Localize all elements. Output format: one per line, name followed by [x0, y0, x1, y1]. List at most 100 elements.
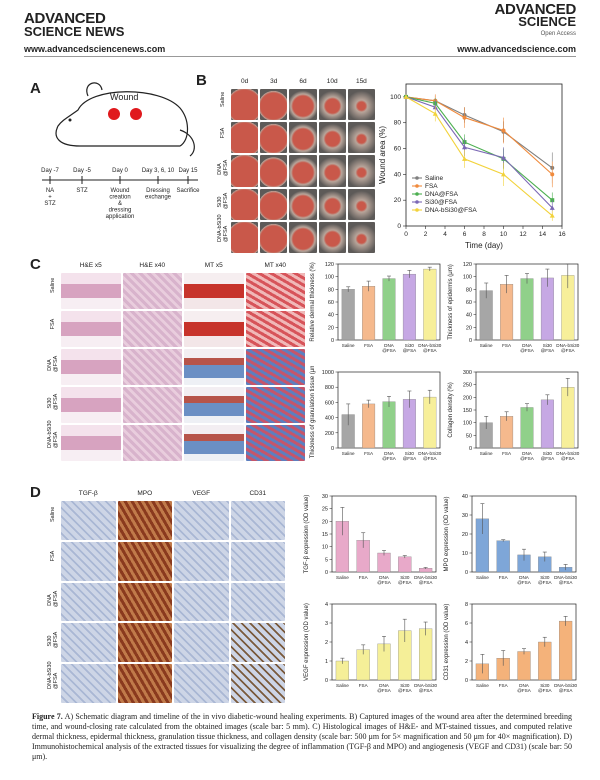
- y-tick-label: 30: [462, 513, 468, 519]
- x-tick-label: DNA-bSi30 @FSA: [414, 683, 437, 693]
- panel-d-column-label: MPO: [137, 490, 153, 497]
- y-axis-label: Relative dermal thickness (%): [310, 262, 316, 341]
- mpo-expression-chart: 0 10 20 30 40 Saline FSA DNA @FSA Si30 @FSADNA-bSi…: [444, 494, 578, 585]
- y-tick-label: 800: [325, 385, 334, 391]
- granulation-thickness-chart: 0 200 400 600 800 1000 Saline FSA DNA @FSA Si30 @FS…: [310, 366, 442, 461]
- header-rule: [24, 56, 576, 57]
- x-tick-label: Si30 @FSA: [538, 575, 553, 585]
- panel-b-image-cell: [318, 89, 346, 121]
- data-point: [462, 115, 467, 120]
- panel-letter-d: D: [30, 484, 41, 501]
- y-tick-label: 60: [328, 300, 334, 306]
- y-tick-label: 150: [463, 408, 472, 414]
- bar: [423, 396, 437, 449]
- y-tick-label: 15: [322, 532, 328, 538]
- x-tick-label: DNA-bSi30 @FSA: [556, 343, 579, 353]
- x-tick-label: DNA @FSA: [520, 451, 535, 461]
- data-point: [403, 94, 409, 99]
- x-tick-label: DNA @FSA: [377, 683, 392, 693]
- mouse-eye: [68, 118, 72, 122]
- logo-right-line1: ADVANCED: [494, 1, 577, 18]
- panel-b-image-cell: [289, 188, 317, 220]
- bar: [398, 556, 412, 573]
- y-tick-label: 100: [390, 94, 401, 101]
- y-tick-label: 120: [325, 262, 334, 268]
- x-tick-label: DNA-bSi30 @FSA: [556, 451, 579, 461]
- timeline-event-label: STZ: [76, 188, 88, 194]
- left-url[interactable]: www.advancedsciencenews.com: [24, 44, 166, 54]
- timeline-day-label: Day 0: [112, 168, 128, 174]
- panel-d-column-label: VEGF: [192, 490, 211, 497]
- panel-c-image-cell: [61, 273, 121, 309]
- panel-b-image-cell: [347, 188, 375, 220]
- x-tick-label: FSA: [359, 683, 369, 688]
- panel-b-image-cell: [289, 89, 317, 121]
- x-tick-label: Si30 @FSA: [403, 451, 418, 461]
- y-tick-label: 1: [325, 659, 328, 665]
- x-tick-label: DNA-bSi30 @FSA: [554, 683, 577, 693]
- bar: [540, 277, 554, 341]
- y-tick-label: 60: [394, 146, 402, 153]
- y-tick-label: 300: [463, 370, 472, 376]
- panel-c-image-cell: [245, 349, 305, 385]
- bar: [520, 407, 534, 449]
- bar: [517, 651, 531, 681]
- y-tick-label: 40: [394, 171, 402, 178]
- x-tick-label: FSA: [499, 683, 509, 688]
- bar: [540, 399, 554, 449]
- y-tick-label: 40: [466, 313, 472, 319]
- panel-d-image-grid: TGF-β MPO VEGF CD31 Saline FSA DNA @FSA Si30 @F…: [46, 490, 286, 704]
- y-tick-label: 200: [325, 431, 334, 437]
- panel-c-column-label: MT x5: [204, 262, 223, 269]
- y-tick-label: 2: [325, 640, 328, 646]
- y-tick-label: 0: [325, 678, 328, 684]
- y-tick-label: 20: [328, 325, 334, 331]
- y-tick-label: 10: [322, 545, 328, 551]
- panel-d-row-label: Si30 @FSA: [47, 631, 59, 648]
- bar: [496, 540, 510, 573]
- panel-b-column-label: 6d: [299, 78, 307, 85]
- panel-c-image-cell: [245, 311, 305, 347]
- timeline-event-label: Dressing exchange: [145, 188, 172, 201]
- y-tick-label: 400: [325, 416, 334, 422]
- panel-b-image-cell: [231, 89, 259, 121]
- logo-right-line3: Open Access: [540, 31, 576, 37]
- x-tick-label: 6: [463, 231, 467, 238]
- y-tick-label: 0: [331, 338, 334, 344]
- figure-number: Figure 7.: [32, 712, 63, 721]
- panel-d-row-label: DNA @FSA: [47, 590, 59, 607]
- panel-d-row-label: Saline: [50, 507, 56, 523]
- y-tick-label: 100: [325, 275, 334, 281]
- panel-b-image-cell: [289, 155, 317, 187]
- legend-label: DNA@FSA: [425, 191, 459, 198]
- mouse-tail: [179, 129, 195, 157]
- panel-d-image-cell: [230, 664, 285, 703]
- panel-c-image-cell: [245, 273, 305, 309]
- x-tick-label: Saline: [336, 575, 349, 580]
- panel-c-image-cell: [122, 349, 182, 385]
- y-axis-label: VEGF expression (OD value): [304, 603, 310, 681]
- caption-text: A) Schematic diagram and timeline of the…: [32, 712, 573, 761]
- wound-area-chart: 0 2 4 6 8 10 12 14 16 0 20 40 60 80 100 Time (day) Wound…: [378, 83, 566, 250]
- panel-b-image-cell: [260, 89, 288, 121]
- x-tick-label: DNA-bSi30 @FSA: [418, 451, 441, 461]
- timeline-day-label: Day -5: [73, 168, 91, 174]
- panel-c-image-cell: [61, 349, 121, 385]
- bar: [423, 268, 437, 341]
- x-tick-label: Si30 @FSA: [398, 575, 413, 585]
- bar: [419, 628, 433, 681]
- panel-b-image-cell: [289, 122, 317, 154]
- journal-logo-right: ADVANCED SCIENCE Open Access: [494, 1, 577, 40]
- x-tick-label: DNA @FSA: [382, 343, 397, 353]
- timeline-event-label: Wound creation & dressing application: [106, 188, 135, 220]
- x-tick-label: FSA: [359, 575, 369, 580]
- y-tick-label: 80: [328, 287, 334, 293]
- y-tick-label: 30: [322, 494, 328, 500]
- panel-c-column-label: H&E x5: [79, 262, 102, 269]
- panel-b-row-label: DNA @FSA: [217, 159, 229, 176]
- bar: [341, 289, 355, 341]
- y-axis-label: Wound area (%): [378, 126, 387, 184]
- y-tick-label: 0: [397, 223, 401, 230]
- panel-b-image-cell: [231, 188, 259, 220]
- right-url[interactable]: www.advancedscience.com: [457, 44, 576, 54]
